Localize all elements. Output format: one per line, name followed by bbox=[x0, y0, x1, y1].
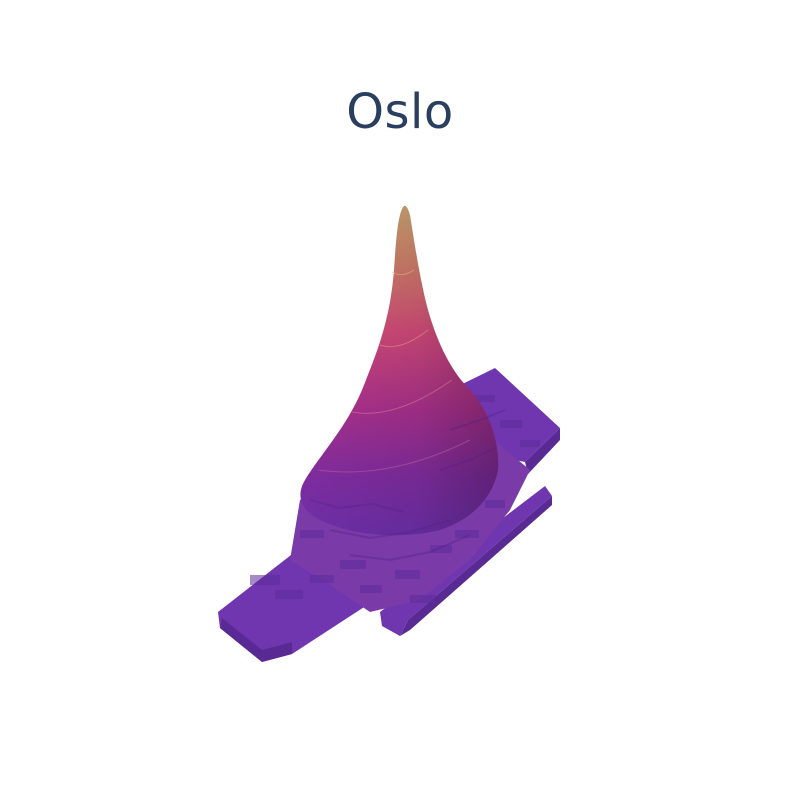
block bbox=[485, 500, 505, 508]
block bbox=[310, 575, 334, 583]
texture-line bbox=[439, 447, 496, 471]
chart-title: Oslo bbox=[346, 84, 454, 140]
texture-line bbox=[309, 499, 405, 513]
block bbox=[520, 440, 540, 447]
contour-line bbox=[317, 439, 471, 473]
block bbox=[340, 560, 366, 569]
block bbox=[275, 590, 303, 599]
peak-shade bbox=[300, 205, 499, 536]
block bbox=[455, 530, 479, 538]
slope-texture bbox=[309, 409, 506, 562]
block bbox=[430, 545, 452, 553]
base-slab-lower-side bbox=[220, 618, 292, 662]
contour-line bbox=[351, 379, 453, 414]
contour-line bbox=[391, 269, 415, 276]
block bbox=[360, 585, 382, 593]
texture-line bbox=[329, 519, 451, 540]
texture-line bbox=[349, 534, 471, 562]
base-slab-right-side bbox=[525, 428, 560, 474]
contour-line bbox=[379, 329, 429, 348]
block bbox=[300, 530, 324, 538]
base-strip-side bbox=[400, 496, 552, 636]
texture-line bbox=[449, 409, 506, 431]
block bbox=[395, 570, 420, 579]
block bbox=[500, 420, 522, 428]
block bbox=[250, 575, 280, 585]
block bbox=[410, 595, 436, 603]
peak-surface bbox=[300, 205, 499, 536]
block bbox=[475, 395, 495, 402]
